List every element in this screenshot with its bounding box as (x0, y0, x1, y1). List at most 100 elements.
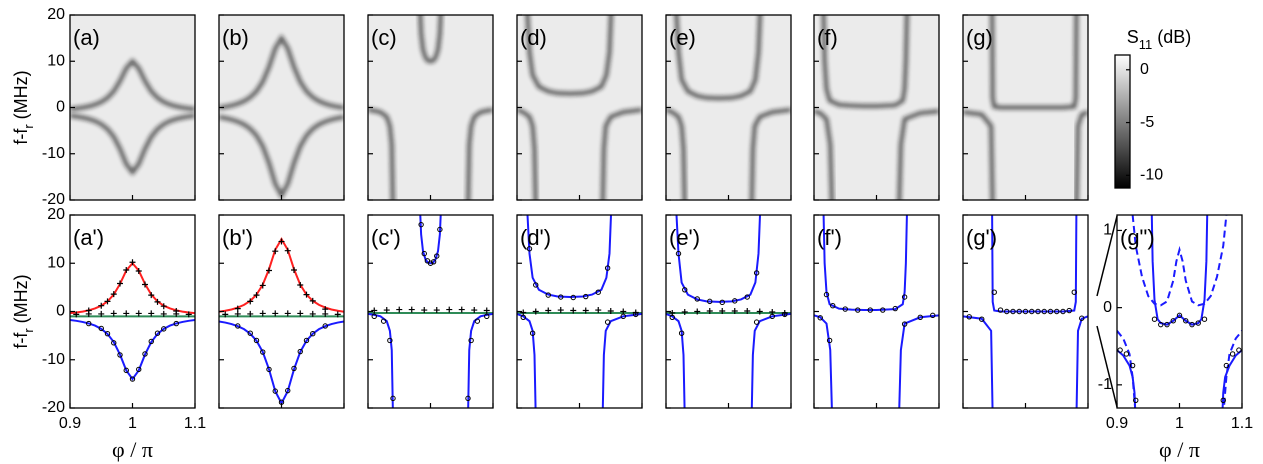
data-point (1176, 312, 1183, 319)
data-point (104, 298, 111, 305)
data-point (707, 298, 713, 305)
panel-label: (b') (222, 225, 253, 250)
x-tick-label: 1 (1175, 415, 1184, 432)
data-point (383, 307, 390, 314)
data-point (160, 303, 167, 310)
data-point (1041, 308, 1047, 315)
data-point (607, 308, 614, 315)
data-point (371, 313, 377, 320)
data-point (85, 307, 92, 314)
data-point (291, 267, 297, 274)
data-point (1047, 308, 1054, 315)
data-point (272, 388, 278, 394)
colorbar-tick-label: -5 (1140, 114, 1154, 131)
data-point (520, 309, 527, 316)
data-point (694, 308, 701, 315)
data-point (421, 250, 427, 257)
data-point (533, 282, 539, 288)
data-point (1054, 308, 1060, 315)
label-sub: r (21, 328, 36, 333)
data-point (154, 298, 161, 305)
label-tail: (MHz) (11, 274, 31, 328)
data-point (880, 307, 886, 313)
data-point (110, 310, 117, 317)
data-point (826, 337, 833, 344)
plot-area (666, 15, 791, 200)
data-point (427, 260, 434, 266)
data-point (185, 311, 192, 318)
data-point (135, 267, 142, 274)
data-point (484, 313, 490, 320)
data-point (706, 308, 713, 315)
data-point (744, 294, 750, 300)
data-point (465, 395, 471, 402)
image-background (219, 15, 344, 200)
data-point (471, 307, 478, 314)
panel-label: (g) (966, 25, 993, 50)
data-point (1220, 397, 1226, 403)
plot-area (963, 215, 1088, 408)
data-point (681, 308, 688, 315)
data-point (1016, 308, 1022, 315)
data-point (98, 302, 105, 309)
data-point (259, 282, 266, 289)
data-point (142, 351, 148, 357)
data-point (731, 308, 738, 315)
panel-label: (a') (73, 225, 104, 250)
y-tick-label: -20 (42, 399, 65, 416)
heatmap-trace (418, 15, 443, 64)
fit-line (219, 237, 344, 313)
data-point (297, 281, 304, 288)
data-point (297, 310, 304, 317)
heatmap-trace (70, 113, 195, 176)
data-point (1123, 351, 1130, 357)
fit-line (601, 312, 642, 408)
plot-area (517, 215, 642, 408)
data-point (303, 291, 310, 298)
data-point (930, 312, 936, 319)
data-point (604, 265, 611, 271)
data-point (136, 366, 142, 373)
data-point (458, 306, 465, 313)
panel-label: (g") (1120, 225, 1155, 250)
data-point (272, 248, 279, 255)
data-point (753, 319, 760, 325)
y-tick-label: -10 (42, 351, 65, 368)
data-point (583, 293, 589, 300)
data-point (1151, 316, 1158, 322)
fit-line (963, 315, 994, 408)
y-tick-label: 0 (1103, 299, 1112, 316)
data-point (421, 307, 428, 314)
data-point (1201, 316, 1208, 322)
data-point (595, 307, 602, 314)
plot-area (70, 15, 195, 200)
data-point (1170, 318, 1176, 324)
y-tick-label: 0 (56, 303, 65, 320)
data-point (284, 310, 291, 317)
data-point (266, 267, 272, 274)
data-point (855, 307, 861, 313)
data-point (595, 289, 601, 295)
data-point (380, 318, 387, 324)
fit-line (1075, 315, 1088, 408)
data-point (334, 311, 341, 318)
data-point (129, 376, 136, 382)
y-tick-label: 1 (1103, 222, 1112, 239)
data-point (782, 311, 788, 318)
data-point (117, 352, 123, 358)
panel-label: (f) (817, 25, 838, 50)
y-tick-label: 10 (47, 254, 65, 271)
x-tick-label: 1 (128, 415, 137, 432)
heatmap-trace (517, 107, 538, 200)
data-point (753, 270, 760, 276)
x-tick-label: 1.1 (1231, 415, 1253, 432)
plot-area (963, 15, 1088, 200)
data-point (570, 307, 577, 314)
fit-line (526, 215, 612, 299)
data-point (557, 307, 564, 314)
y-tick-label: -20 (42, 191, 65, 208)
panel-label: (c) (371, 25, 397, 50)
data-point (1066, 307, 1072, 314)
data-point (235, 323, 241, 329)
data-point (744, 308, 751, 315)
